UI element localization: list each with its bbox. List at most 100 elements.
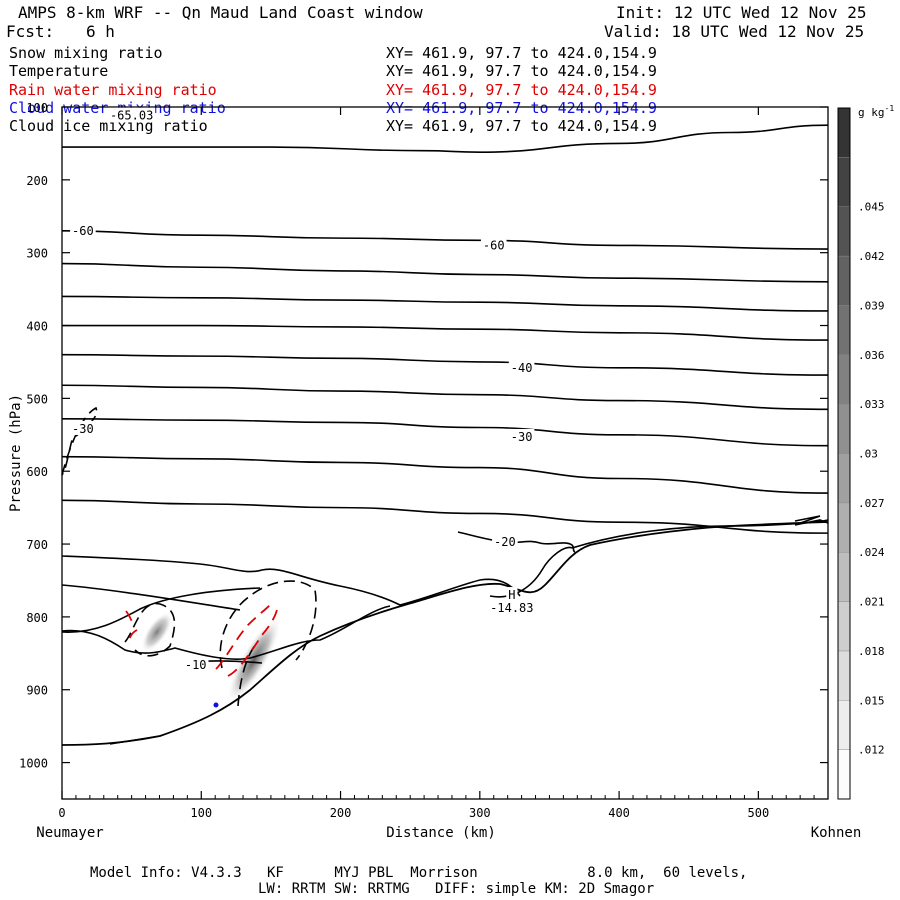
colorbar-band [837,305,851,355]
y-tick-label: 1000 [19,757,48,771]
rain-water-contour [127,629,138,646]
colorbar-band [837,650,851,701]
forecast-label: Fcst: [6,22,55,41]
contour-label-bg [508,428,535,443]
temperature-isotherms [61,124,829,534]
isotherm-zigzag [794,515,829,526]
colorbar-band [837,700,851,750]
x-axis-title: Distance (km) [386,825,496,841]
y-tick-label: 900 [26,684,48,698]
contour-label-bg [508,359,535,374]
cloud-ice-contour [219,580,317,669]
colorbar-tick-label: .039 [858,299,885,312]
x-tick-label: 300 [469,806,491,820]
x-tick-label: 0 [58,806,65,820]
isotherm-low-2 [61,605,391,660]
contour-label: -65.03 [110,109,153,123]
snow-shade-blob [140,611,174,653]
snow-shading [140,611,282,704]
colorbar-band [837,453,851,504]
colorbar-band [837,107,851,158]
contour-label-bg [108,107,156,122]
colorbar-band [837,354,851,405]
temperature-isotherm [61,455,829,494]
y-tick-label: 500 [26,392,48,406]
contour-label: -14.83 [490,601,533,615]
left-endpoint-label: Neumayer [36,825,103,841]
isotherm-low-1 [61,587,261,633]
rain-water-contour [215,604,271,670]
colorbar-unit-exponent: -1 [885,104,895,113]
y-axis-title: Pressure (hPa) [8,394,24,512]
init-time: Init: 12 UTC Wed 12 Nov 25 [616,3,867,22]
contour-label-bg [70,222,96,237]
rain-water-contours [125,604,278,677]
colorbar-frame [837,107,851,800]
isotherm-trough [489,546,573,598]
contour-label: -10 [185,658,207,672]
contour-label-bg [480,237,507,252]
colorbar-tick-label: .021 [858,596,885,609]
contour-label-bg [488,600,536,615]
temperature-isotherm [61,230,829,250]
legend-rain-xy: XY= 461.9, 97.7 to 424.0,154.9 [386,81,657,99]
colorbar-band [837,502,851,553]
legend-temperature-label: Temperature [9,62,109,80]
y-tick-label: 700 [26,538,48,552]
contour-label: -60 [72,224,94,238]
colorbar-tick-label: .036 [858,349,885,362]
colorbar-band [837,206,851,257]
colorbar-band [837,552,851,602]
valid-time: Valid: 18 UTC Wed 12 Nov 25 [604,22,865,41]
terrain-tick [109,735,161,745]
temperature-contours-lower [61,515,829,664]
temperature-isotherm [61,417,829,447]
contour-label: -30 [511,430,533,444]
y-tick-label: 800 [26,611,48,625]
temperature-isotherm [62,324,829,341]
colorbar-tick-label: .012 [858,744,885,757]
y-tick-label: 600 [26,465,48,479]
rain-water-contour [125,610,133,623]
colorbar: .012 .015 .018 .021 .024 .027 .03 .033 .036 .039.… [837,104,894,800]
contour-label: -20 [494,535,516,549]
terrain-surface [61,521,829,746]
colorbar-band [837,601,851,652]
rain-water-contour [227,609,278,677]
colorbar-tick-label: .024 [858,546,885,559]
colorbar-tick-label: .018 [858,645,885,658]
contour-label-bg [506,587,518,602]
y-axis: 100 200 300 400 500 600 700 800 900 1000 [19,101,828,771]
right-endpoint-label: Kohnen [811,825,862,841]
legend-cloudwater-xy: XY= 461.9, 97.7 to 424.0,154.9 [386,99,657,117]
isotherm-minus-15 [61,555,401,606]
colorbar-tick-label: .03 [858,448,878,461]
colorbar-band [837,403,851,454]
cloud-ice-contour [124,603,176,657]
contour-label: H [508,588,515,602]
contour-label-bg [182,656,209,671]
temperature-isotherm [61,499,829,534]
colorbar-tick-label: .027 [858,497,885,510]
contour-label: -60 [483,238,505,252]
x-tick-label: 400 [608,806,630,820]
colorbar-band [837,749,851,800]
legend-snow-xy: XY= 461.9, 97.7 to 424.0,154.9 [386,44,657,62]
chart-title: AMPS 8-km WRF -- Qn Maud Land Coast wind… [18,3,423,22]
temperature-isotherm [61,353,829,376]
colorbar-unit: g kg-1 [858,104,894,119]
y-tick-label: 400 [26,320,48,334]
temperature-isotherm [61,262,829,283]
model-info-line1: Model Info: V4.3.3 KF MYJ PBL Morrison 8… [90,865,748,881]
contour-label: -30 [72,422,94,436]
colorbar-band [837,255,851,306]
contour-label: -40 [511,361,533,375]
model-info-line2: LW: RRTM SW: RRTMG DIFF: simple KM: 2D S… [258,881,655,897]
cloud-water-marker [213,702,219,708]
y-tick-label: 100 [26,101,48,115]
temperature-isotherm [61,384,829,411]
legend-temperature-xy: XY= 461.9, 97.7 to 424.0,154.9 [386,62,657,80]
y-tick-label: 300 [26,247,48,261]
y-tick-label: 200 [26,174,48,188]
